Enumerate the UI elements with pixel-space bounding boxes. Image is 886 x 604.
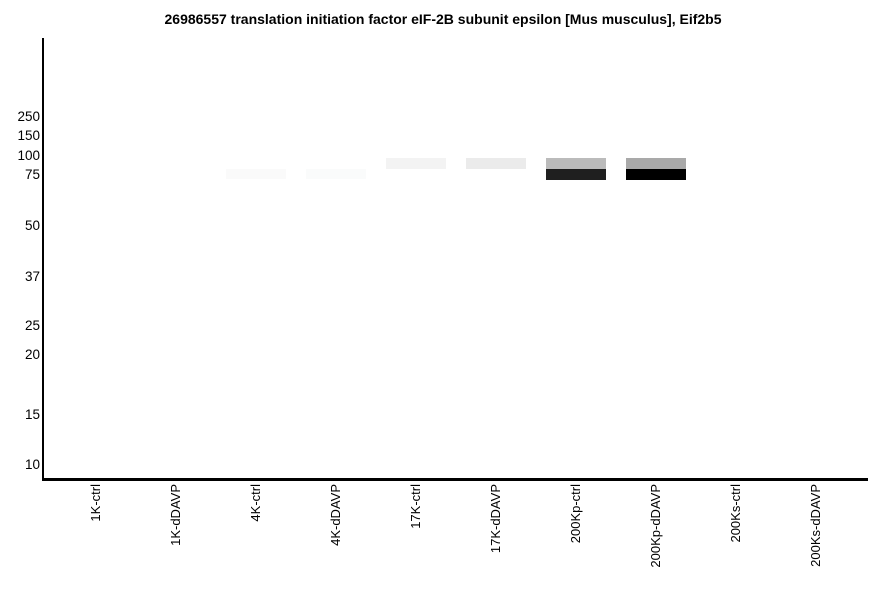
band-200Kp-dDAVP-upper (626, 158, 686, 169)
chart-title: 26986557 translation initiation factor e… (164, 11, 722, 27)
mw-marker-250: 250 (17, 109, 40, 124)
mw-marker-150: 150 (17, 128, 40, 143)
mw-marker-20: 20 (24, 347, 40, 362)
lane-label-200Kp-ctrl: 200Kp-ctrl (568, 484, 583, 544)
lane-label-4K-dDAVP: 4K-dDAVP (328, 484, 343, 546)
lane-label-200Ks-ctrl: 200Ks-ctrl (728, 484, 743, 543)
mw-marker-25: 25 (24, 318, 40, 333)
lane-label-4K-ctrl: 4K-ctrl (248, 484, 263, 522)
mw-marker-15: 15 (24, 407, 40, 422)
band-4K-dDAVP-lower (306, 169, 366, 179)
lane-label-1K-dDAVP: 1K-dDAVP (168, 484, 183, 546)
band-200Kp-dDAVP-lower (626, 169, 686, 180)
band-200Kp-ctrl-upper (546, 158, 606, 169)
mw-marker-50: 50 (24, 218, 40, 233)
lane-label-200Ks-dDAVP: 200Ks-dDAVP (808, 484, 823, 567)
mw-marker-37: 37 (24, 269, 40, 284)
lane-label-17K-ctrl: 17K-ctrl (408, 484, 423, 529)
mw-marker-100: 100 (17, 148, 40, 163)
lane-label-17K-dDAVP: 17K-dDAVP (488, 484, 503, 554)
lane-label-200Kp-dDAVP: 200Kp-dDAVP (648, 484, 663, 568)
lane-label-1K-ctrl: 1K-ctrl (88, 484, 103, 522)
band-17K-dDAVP-upper (466, 158, 526, 169)
mw-marker-75: 75 (24, 167, 40, 182)
x-axis-line (42, 478, 868, 481)
band-17K-ctrl-upper (386, 158, 446, 169)
mw-marker-10: 10 (24, 457, 40, 472)
y-axis-line (42, 38, 44, 481)
band-4K-ctrl-lower (226, 169, 286, 179)
band-200Kp-ctrl-lower (546, 169, 606, 180)
